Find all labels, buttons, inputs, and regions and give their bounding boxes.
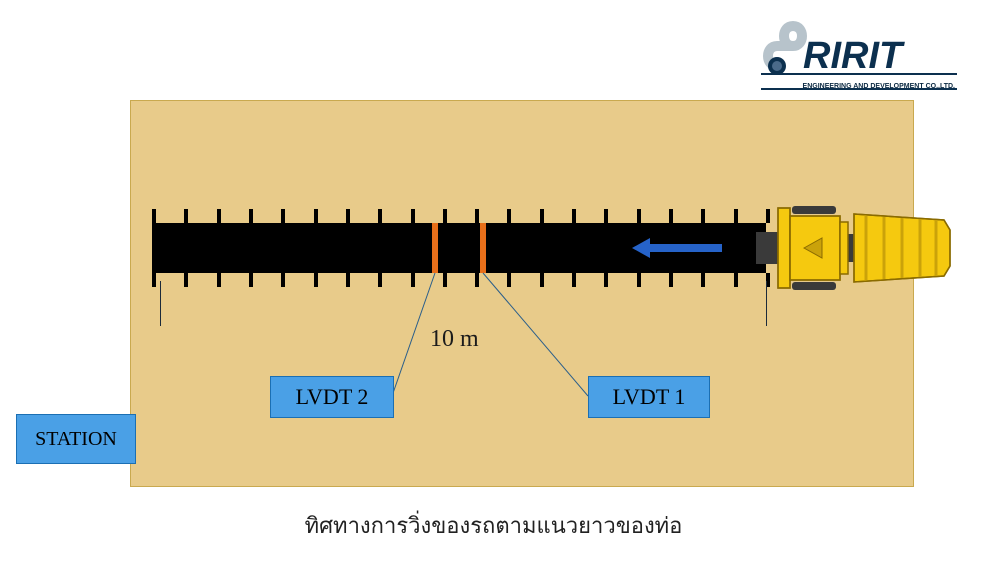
- direction-arrow-body: [650, 244, 722, 252]
- pipe-tick-top: [475, 209, 479, 223]
- pipe-tick-top: [152, 209, 156, 223]
- pipe-tick-bottom: [701, 273, 705, 287]
- truck-icon: [756, 202, 952, 294]
- pipe-tick-bottom: [281, 273, 285, 287]
- pipe-tick-top: [411, 209, 415, 223]
- pipe-tick-top: [346, 209, 350, 223]
- pipe-tick-bottom: [217, 273, 221, 287]
- pipe-tick-top: [378, 209, 382, 223]
- pipe-tick-top: [701, 209, 705, 223]
- pipe-tick-top: [249, 209, 253, 223]
- pipe-tick-top: [734, 209, 738, 223]
- pipe-tick-top: [507, 209, 511, 223]
- pipe-tick-top: [572, 209, 576, 223]
- dim-label: 10 m: [430, 326, 479, 353]
- pipe-tick-bottom: [540, 273, 544, 287]
- caption-text: ทิศทางการวิ่งของรถตามแนวยาวของท่อ: [0, 508, 987, 543]
- dim-tick-right: [766, 281, 767, 326]
- pipe-tick-bottom: [475, 273, 479, 287]
- pipe-tick-bottom: [604, 273, 608, 287]
- pipe-tick-bottom: [314, 273, 318, 287]
- pipe-tick-bottom: [184, 273, 188, 287]
- lvdt1-label: LVDT 1: [588, 376, 710, 418]
- pipe-tick-bottom: [734, 273, 738, 287]
- brand-logo: RIRIT ENGINEERING AND DEVELOPMENT CO.,LT…: [759, 16, 959, 90]
- lvdt-mark-1: [480, 223, 486, 273]
- station-text: STATION: [35, 428, 117, 451]
- pipe-tick-bottom: [249, 273, 253, 287]
- dim-tick-left: [160, 281, 161, 326]
- pipe-tick-top: [669, 209, 673, 223]
- lvdt2-text: LVDT 2: [296, 384, 369, 410]
- pipe-tick-top: [217, 209, 221, 223]
- pipe-tick-top: [637, 209, 641, 223]
- lvdt-mark-2: [432, 223, 438, 273]
- pipe-tick-top: [314, 209, 318, 223]
- pipe-tick-bottom: [378, 273, 382, 287]
- pipe-tick-top: [540, 209, 544, 223]
- pipe-tick-bottom: [443, 273, 447, 287]
- pipe-tick-top: [281, 209, 285, 223]
- pipe-tick-bottom: [572, 273, 576, 287]
- direction-arrow-head: [632, 238, 650, 258]
- pipe-tick-bottom: [669, 273, 673, 287]
- pipe-tick-bottom: [507, 273, 511, 287]
- pipe-tick-bottom: [637, 273, 641, 287]
- pipe-tick-top: [443, 209, 447, 223]
- logo-text: RIRIT: [803, 35, 905, 77]
- lvdt2-label: LVDT 2: [270, 376, 394, 418]
- pipe-tick-bottom: [346, 273, 350, 287]
- station-label: STATION: [16, 414, 136, 464]
- pipe-tick-bottom: [411, 273, 415, 287]
- pipe-tick-bottom: [152, 273, 156, 287]
- lvdt1-text: LVDT 1: [613, 384, 686, 410]
- pipe-tick-top: [184, 209, 188, 223]
- pipe-tick-top: [604, 209, 608, 223]
